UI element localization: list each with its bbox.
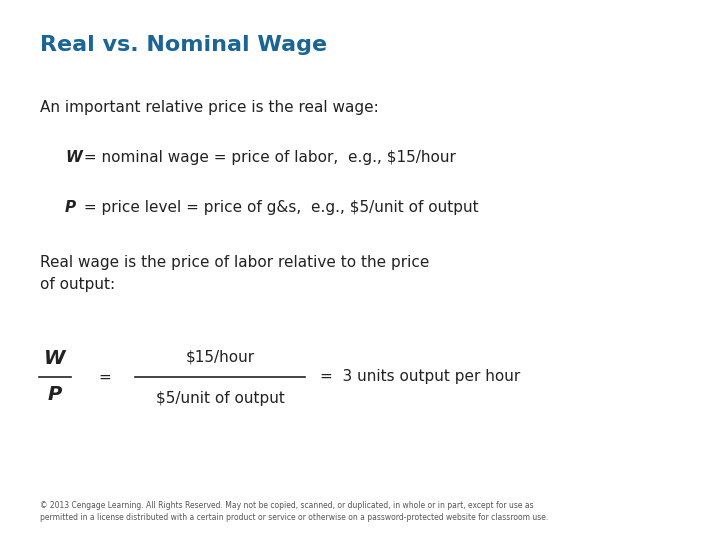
Text: $15/hour: $15/hour	[186, 349, 255, 364]
Text: $5/unit of output: $5/unit of output	[156, 392, 284, 407]
Text: = price level = price of g&s,  e.g., $5/unit of output: = price level = price of g&s, e.g., $5/u…	[79, 200, 479, 215]
Text: © 2013 Cengage Learning. All Rights Reserved. May not be copied, scanned, or dup: © 2013 Cengage Learning. All Rights Rese…	[40, 501, 548, 522]
Text: W: W	[65, 150, 82, 165]
Text: P: P	[65, 200, 76, 215]
Text: An important relative price is the real wage:: An important relative price is the real …	[40, 100, 379, 115]
Text: = nominal wage = price of labor,  e.g., $15/hour: = nominal wage = price of labor, e.g., $…	[79, 150, 456, 165]
Text: W: W	[44, 349, 66, 368]
Text: Real wage is the price of labor relative to the price
of output:: Real wage is the price of labor relative…	[40, 255, 429, 292]
Text: =  3 units output per hour: = 3 units output per hour	[320, 369, 521, 384]
Text: =: =	[99, 369, 112, 384]
Text: P: P	[48, 386, 62, 404]
Text: Real vs. Nominal Wage: Real vs. Nominal Wage	[40, 35, 327, 55]
